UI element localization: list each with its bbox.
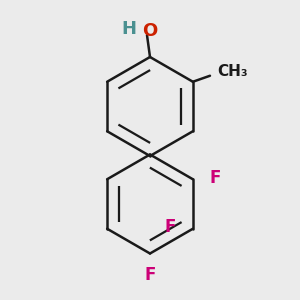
Text: F: F	[144, 266, 156, 284]
Text: F: F	[165, 218, 176, 236]
Text: CH₃: CH₃	[217, 64, 248, 79]
Text: H: H	[122, 20, 136, 38]
Text: O: O	[142, 22, 158, 40]
Text: F: F	[210, 169, 221, 187]
